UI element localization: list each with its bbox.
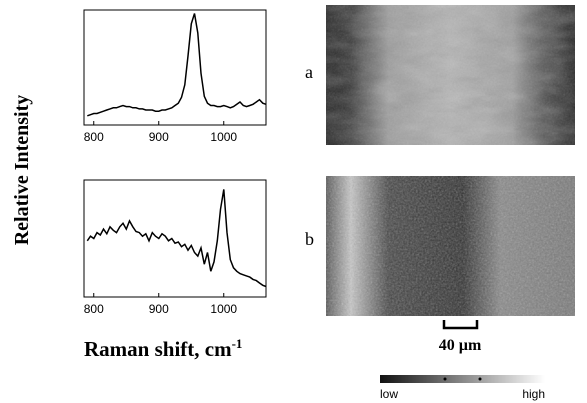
y-axis-label: Relative Intensity [11,95,33,246]
spectrum-line [86,189,267,288]
x-tick-label: 1000 [210,130,237,144]
plot-frame [83,9,267,126]
x-tick-label: 900 [149,130,169,144]
image-a [326,5,575,145]
x-tick-label: 900 [149,302,169,316]
colorbar-low: low [380,387,398,401]
x-tick-label: 800 [84,130,104,144]
image-b [326,176,575,316]
scale-bar-label: 40 µm [439,337,482,354]
colorbar-high: high [522,387,545,401]
colorbar [380,375,545,383]
scale-bar [442,320,479,330]
colorbar-dot [478,377,482,381]
plot-frame [83,179,267,298]
x-axis-label-superscript: -1 [232,336,243,351]
panel-label: a [305,62,313,82]
panel-label: b [305,229,314,249]
colorbar-dot [443,377,447,381]
x-axis-label-text: Raman shift, cm [84,337,232,361]
x-axis-label: Raman shift, cm-1 [84,336,242,361]
spectrum-line [87,13,267,117]
x-tick-label: 800 [84,302,104,316]
x-tick-label: 1000 [210,302,237,316]
